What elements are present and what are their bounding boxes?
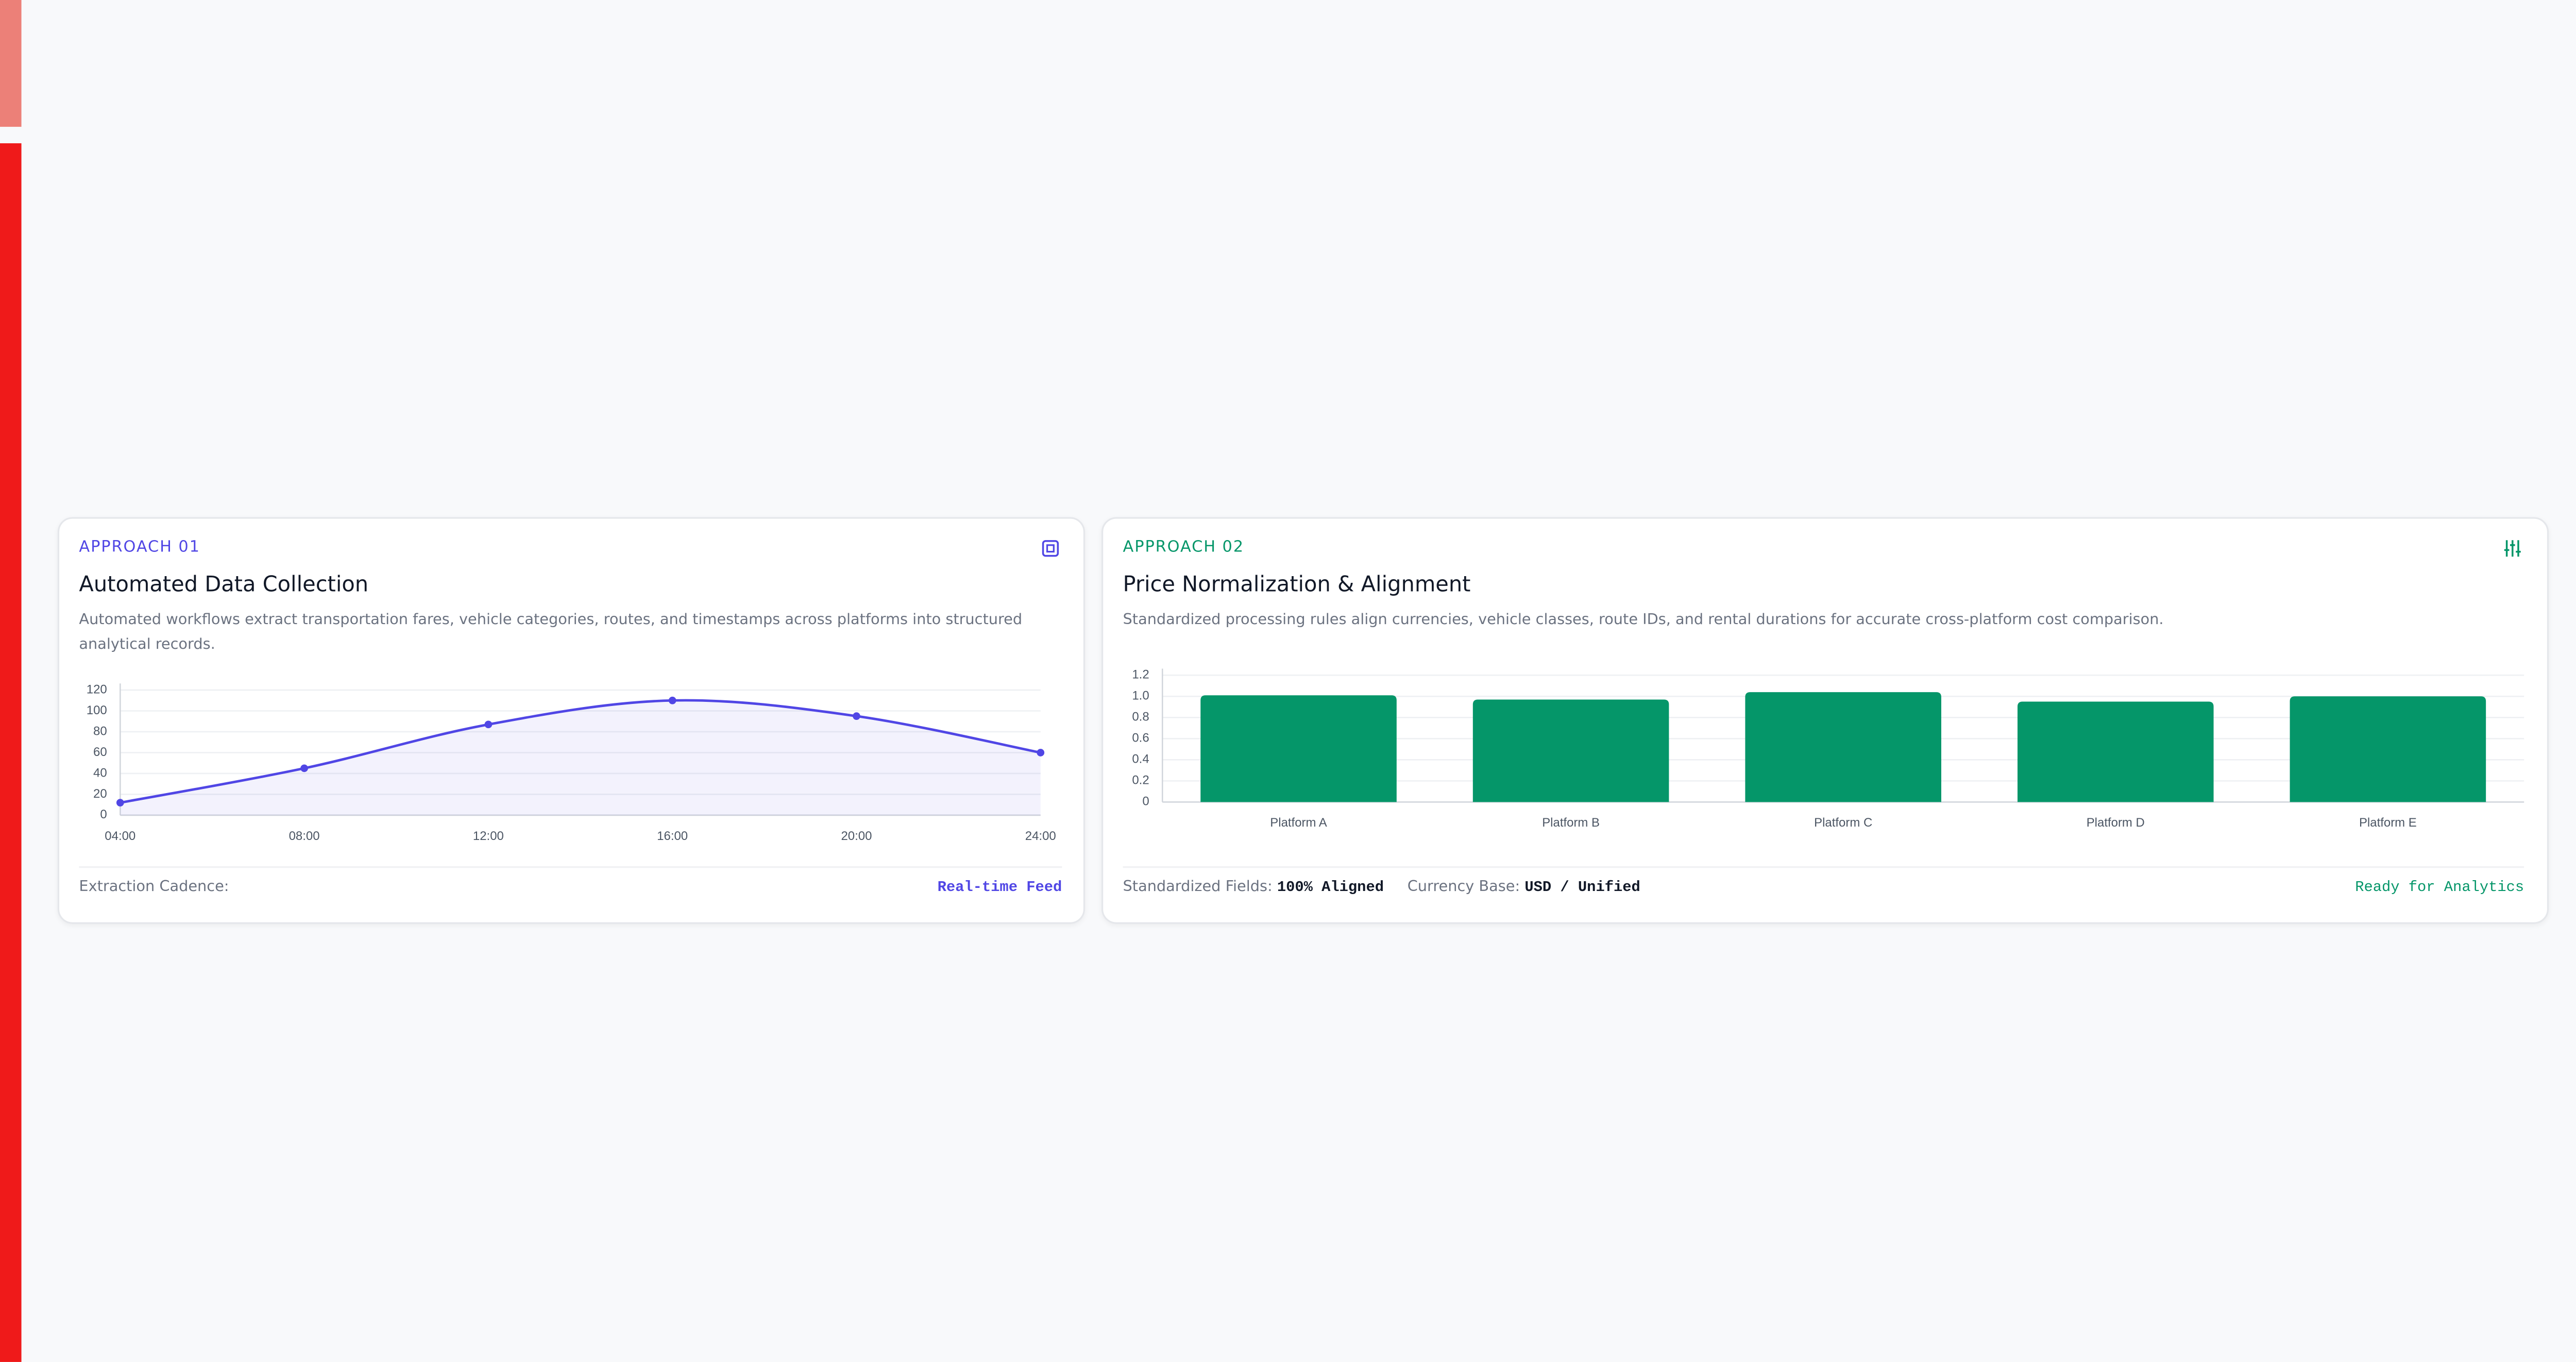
bar [2017, 701, 2214, 802]
bar [2290, 696, 2486, 802]
card-title: Automated Data Collection [79, 573, 369, 598]
y-tick-label: 0.6 [1132, 731, 1149, 745]
x-tick-label: Platform C [1814, 816, 1872, 830]
chip-icon [1042, 540, 1059, 557]
eyebrow: APPROACH 02 [1123, 539, 1245, 557]
x-tick-label: Platform D [2087, 816, 2145, 830]
y-tick-label: 0.2 [1132, 774, 1149, 787]
bar [1200, 695, 1397, 802]
card-description: Standardized processing rules align curr… [1123, 612, 2164, 629]
bar [1745, 692, 1941, 802]
x-tick-label: Platform B [1542, 816, 1600, 830]
x-tick-label: 08:00 [289, 829, 320, 843]
area-fill [120, 700, 1041, 815]
point [484, 720, 493, 729]
x-tick-label: Platform A [1270, 816, 1327, 830]
point [668, 696, 676, 704]
x-tick-label: Platform E [2359, 816, 2417, 830]
divider [1123, 866, 2524, 868]
card-description: Automated workflows extract transportati… [79, 612, 1023, 654]
x-tick-label: 16:00 [657, 829, 688, 843]
side-marker [0, 0, 22, 127]
y-tick-label: 40 [93, 766, 107, 780]
footer-value: USD / Unified [1524, 879, 1640, 896]
footer-status: Ready for Analytics [2355, 879, 2524, 896]
footer-label: Extraction Cadence: [79, 879, 229, 896]
x-tick-label: 04:00 [105, 829, 135, 843]
y-tick-label: 1.0 [1132, 689, 1149, 703]
side-bar [0, 143, 22, 1362]
footer-value: 100% Aligned [1277, 879, 1384, 896]
y-tick-label: 100 [87, 703, 107, 717]
divider [79, 866, 1062, 868]
point [853, 712, 860, 720]
y-tick-label: 0.4 [1132, 752, 1149, 766]
y-tick-label: 0 [1142, 795, 1149, 809]
footer-label: Standardized Fields: [1123, 879, 1273, 896]
x-tick-label: 24:00 [1025, 829, 1056, 843]
point [300, 764, 308, 772]
card [57, 517, 1086, 924]
sliders-icon [2504, 540, 2521, 557]
y-tick-label: 120 [87, 682, 107, 696]
footer-fields: Standardized Fields: 100% Aligned Curren… [1123, 880, 1640, 896]
bar [1472, 699, 1669, 802]
footer-status: Real-time Feed [937, 879, 1062, 896]
x-tick-label: 20:00 [841, 829, 872, 843]
y-tick-label: 60 [93, 745, 107, 759]
y-tick-label: 80 [93, 724, 107, 738]
line [120, 699, 1041, 804]
y-tick-label: 20 [93, 787, 107, 801]
y-tick-label: 0 [100, 808, 107, 821]
y-tick-label: 0.8 [1132, 710, 1149, 724]
y-tick-label: 1.2 [1132, 668, 1149, 682]
x-tick-label: 12:00 [473, 829, 504, 843]
point [116, 799, 124, 806]
card-title: Price Normalization & Alignment [1123, 573, 1471, 598]
eyebrow: APPROACH 01 [79, 539, 200, 557]
point [1037, 749, 1045, 756]
footer-label: Currency Base: [1407, 879, 1520, 896]
